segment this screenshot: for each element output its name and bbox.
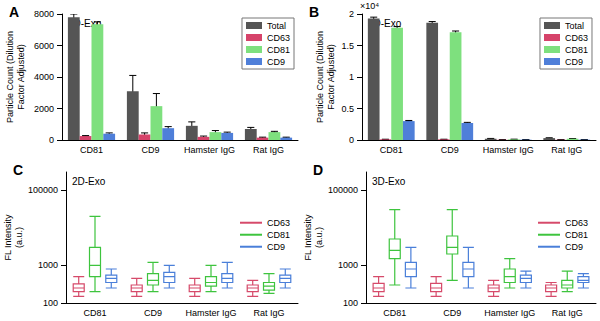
svg-text:2: 2 — [349, 9, 354, 19]
svg-text:100000: 100000 — [328, 185, 358, 195]
svg-text:×10⁴: ×10⁴ — [360, 1, 379, 11]
svg-text:Hamster IgG: Hamster IgG — [184, 145, 235, 155]
svg-text:(a.u.): (a.u.) — [314, 227, 324, 248]
svg-text:1.5: 1.5 — [341, 41, 354, 51]
svg-text:(a.u.): (a.u.) — [14, 227, 24, 248]
svg-text:1000: 1000 — [38, 260, 58, 270]
svg-text:CD81: CD81 — [267, 45, 290, 55]
svg-text:CD9: CD9 — [443, 308, 461, 318]
svg-text:CD63: CD63 — [267, 33, 290, 43]
svg-text:CD81: CD81 — [80, 145, 103, 155]
svg-text:8000: 8000 — [34, 9, 54, 19]
svg-text:Rat IgG: Rat IgG — [253, 308, 284, 318]
svg-text:Total: Total — [565, 21, 584, 31]
svg-text:Hamster IgG: Hamster IgG — [484, 308, 535, 318]
svg-text:CD9: CD9 — [144, 308, 162, 318]
svg-text:Particle Count (Dilution: Particle Count (Dilution — [5, 31, 15, 123]
svg-text:C: C — [13, 162, 23, 178]
svg-text:Particle Count (Dilution: Particle Count (Dilution — [315, 31, 325, 123]
svg-text:CD9: CD9 — [565, 242, 583, 252]
svg-text:2D-Exo: 2D-Exo — [72, 176, 106, 187]
svg-text:CD81: CD81 — [83, 308, 106, 318]
svg-text:CD63: CD63 — [267, 218, 290, 228]
svg-text:0: 0 — [49, 135, 54, 145]
svg-text:B: B — [309, 4, 319, 20]
svg-text:CD9: CD9 — [267, 57, 285, 67]
svg-text:4000: 4000 — [34, 72, 54, 82]
svg-text:Rat IgG: Rat IgG — [253, 145, 284, 155]
svg-text:CD81: CD81 — [380, 145, 403, 155]
svg-text:CD81: CD81 — [565, 45, 588, 55]
svg-text:Hamster IgG: Hamster IgG — [483, 145, 534, 155]
svg-text:FL Intensity: FL Intensity — [3, 214, 13, 261]
svg-text:A: A — [9, 4, 19, 20]
svg-text:100: 100 — [343, 298, 358, 308]
svg-text:CD81: CD81 — [267, 230, 290, 240]
svg-text:1: 1 — [349, 72, 354, 82]
svg-text:Factor Adjusted): Factor Adjusted) — [326, 44, 336, 110]
svg-text:CD63: CD63 — [565, 218, 588, 228]
svg-text:Hamster IgG: Hamster IgG — [185, 308, 236, 318]
svg-text:0.5: 0.5 — [341, 104, 354, 114]
svg-text:CD81: CD81 — [383, 308, 406, 318]
svg-text:2000: 2000 — [34, 104, 54, 114]
svg-text:D: D — [313, 162, 323, 178]
svg-text:100000: 100000 — [28, 185, 58, 195]
svg-text:CD9: CD9 — [141, 145, 159, 155]
svg-text:Total: Total — [267, 21, 286, 31]
svg-text:0: 0 — [349, 135, 354, 145]
svg-text:100: 100 — [43, 298, 58, 308]
svg-text:3D-Exo: 3D-Exo — [368, 17, 402, 29]
svg-text:CD9: CD9 — [441, 145, 459, 155]
svg-text:Rat IgG: Rat IgG — [552, 308, 583, 318]
svg-text:3D-Exo: 3D-Exo — [372, 176, 406, 187]
svg-text:CD63: CD63 — [565, 33, 588, 43]
svg-text:1000: 1000 — [338, 260, 358, 270]
svg-text:Factor Adjusted): Factor Adjusted) — [16, 44, 26, 110]
svg-text:CD9: CD9 — [565, 57, 583, 67]
svg-text:Rat IgG: Rat IgG — [551, 145, 582, 155]
svg-text:CD9: CD9 — [267, 242, 285, 252]
svg-text:FL Intensity: FL Intensity — [303, 214, 313, 261]
svg-text:CD81: CD81 — [565, 230, 588, 240]
svg-text:6000: 6000 — [34, 41, 54, 51]
